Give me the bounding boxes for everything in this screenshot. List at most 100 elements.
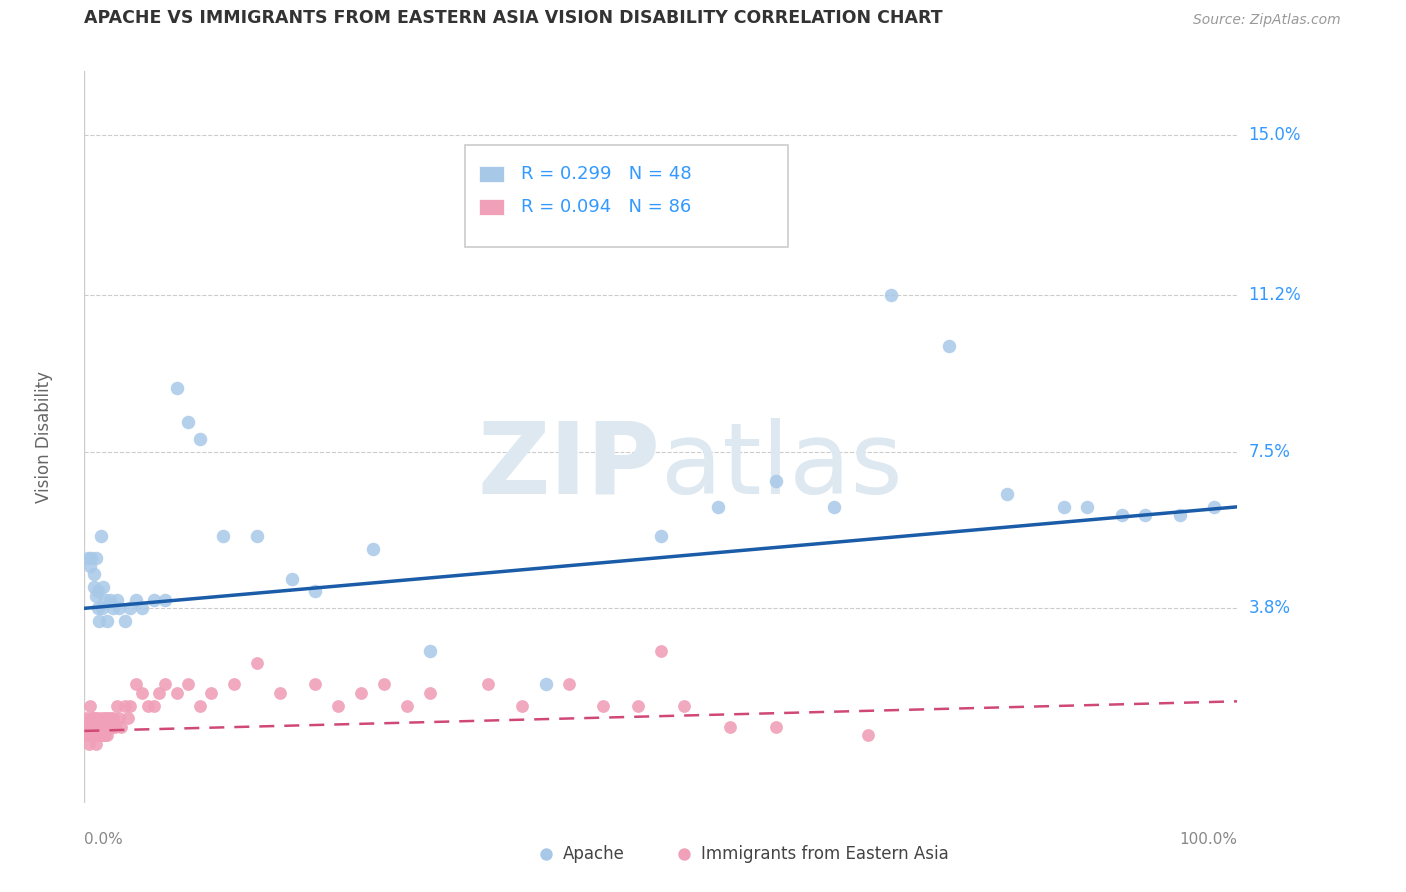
Point bbox=[142, 592, 165, 607]
Point bbox=[650, 529, 672, 543]
Text: ZIP: ZIP bbox=[478, 417, 661, 515]
Point bbox=[105, 592, 128, 607]
Point bbox=[592, 698, 614, 713]
Point bbox=[98, 592, 121, 607]
Text: R = 0.094   N = 86: R = 0.094 N = 86 bbox=[522, 198, 692, 216]
Point bbox=[153, 677, 176, 691]
Point bbox=[87, 584, 110, 599]
Point bbox=[136, 698, 159, 713]
FancyBboxPatch shape bbox=[478, 166, 503, 182]
Text: Immigrants from Eastern Asia: Immigrants from Eastern Asia bbox=[702, 845, 949, 863]
Point bbox=[361, 542, 384, 557]
Point bbox=[90, 720, 112, 734]
Point bbox=[84, 720, 107, 734]
Point bbox=[87, 601, 110, 615]
Text: 0.0%: 0.0% bbox=[84, 832, 124, 847]
Point bbox=[100, 720, 122, 734]
Point bbox=[512, 698, 534, 713]
Text: Vision Disability: Vision Disability bbox=[35, 371, 53, 503]
Text: atlas: atlas bbox=[661, 417, 903, 515]
Point bbox=[87, 728, 110, 742]
Point bbox=[76, 728, 98, 742]
Point bbox=[76, 728, 98, 742]
Point bbox=[96, 728, 118, 742]
Point bbox=[84, 550, 107, 565]
Point bbox=[79, 720, 101, 734]
Point bbox=[75, 720, 97, 734]
Point bbox=[1076, 500, 1098, 514]
Point bbox=[419, 686, 441, 700]
Text: 11.2%: 11.2% bbox=[1249, 286, 1301, 304]
Point bbox=[80, 728, 103, 742]
Point bbox=[142, 698, 165, 713]
Point bbox=[82, 720, 104, 734]
Point bbox=[84, 728, 107, 742]
Point bbox=[131, 601, 153, 615]
Point bbox=[246, 529, 269, 543]
Point bbox=[177, 415, 200, 429]
Point bbox=[1168, 508, 1191, 523]
Point bbox=[89, 720, 111, 734]
Point bbox=[83, 711, 105, 725]
Point bbox=[1111, 508, 1133, 523]
Point bbox=[304, 677, 326, 691]
Point bbox=[77, 720, 100, 734]
Point bbox=[89, 529, 111, 543]
Point bbox=[75, 711, 97, 725]
Point bbox=[93, 720, 115, 734]
Point bbox=[97, 720, 120, 734]
Point bbox=[82, 728, 104, 742]
Point bbox=[108, 711, 131, 725]
Point bbox=[91, 728, 114, 742]
Point bbox=[200, 686, 222, 700]
Point bbox=[477, 677, 499, 691]
Point bbox=[79, 698, 101, 713]
Point bbox=[91, 580, 114, 594]
Point bbox=[131, 686, 153, 700]
Text: APACHE VS IMMIGRANTS FROM EASTERN ASIA VISION DISABILITY CORRELATION CHART: APACHE VS IMMIGRANTS FROM EASTERN ASIA V… bbox=[84, 10, 943, 28]
Point bbox=[86, 720, 108, 734]
Point bbox=[1133, 508, 1156, 523]
Text: 15.0%: 15.0% bbox=[1249, 126, 1301, 144]
Point bbox=[76, 720, 98, 734]
Point bbox=[188, 698, 211, 713]
Point bbox=[880, 288, 903, 302]
FancyBboxPatch shape bbox=[478, 199, 503, 215]
Point bbox=[177, 677, 200, 691]
Point bbox=[96, 711, 118, 725]
Point bbox=[269, 686, 291, 700]
Point bbox=[224, 677, 246, 691]
Point bbox=[114, 614, 136, 628]
Point bbox=[304, 584, 326, 599]
Point bbox=[281, 572, 304, 586]
Point bbox=[765, 475, 787, 489]
Point bbox=[110, 720, 132, 734]
Point bbox=[153, 592, 176, 607]
Point bbox=[82, 720, 104, 734]
Point bbox=[148, 686, 170, 700]
Point bbox=[718, 720, 741, 734]
Point bbox=[98, 711, 121, 725]
Point bbox=[80, 550, 103, 565]
Point bbox=[83, 728, 105, 742]
Point bbox=[96, 720, 118, 734]
Text: 3.8%: 3.8% bbox=[1249, 599, 1291, 617]
Point bbox=[246, 657, 269, 671]
Point bbox=[84, 737, 107, 751]
Point bbox=[117, 711, 139, 725]
Point bbox=[89, 720, 111, 734]
Point bbox=[166, 686, 188, 700]
Point bbox=[84, 589, 107, 603]
Point bbox=[114, 698, 136, 713]
Point bbox=[627, 698, 650, 713]
Point bbox=[80, 720, 103, 734]
Point bbox=[125, 592, 148, 607]
Point bbox=[995, 487, 1018, 501]
Point bbox=[104, 720, 127, 734]
Point bbox=[80, 711, 103, 725]
Point bbox=[188, 432, 211, 446]
Point bbox=[108, 601, 131, 615]
Point bbox=[83, 711, 105, 725]
Point bbox=[89, 728, 111, 742]
Point bbox=[211, 529, 233, 543]
